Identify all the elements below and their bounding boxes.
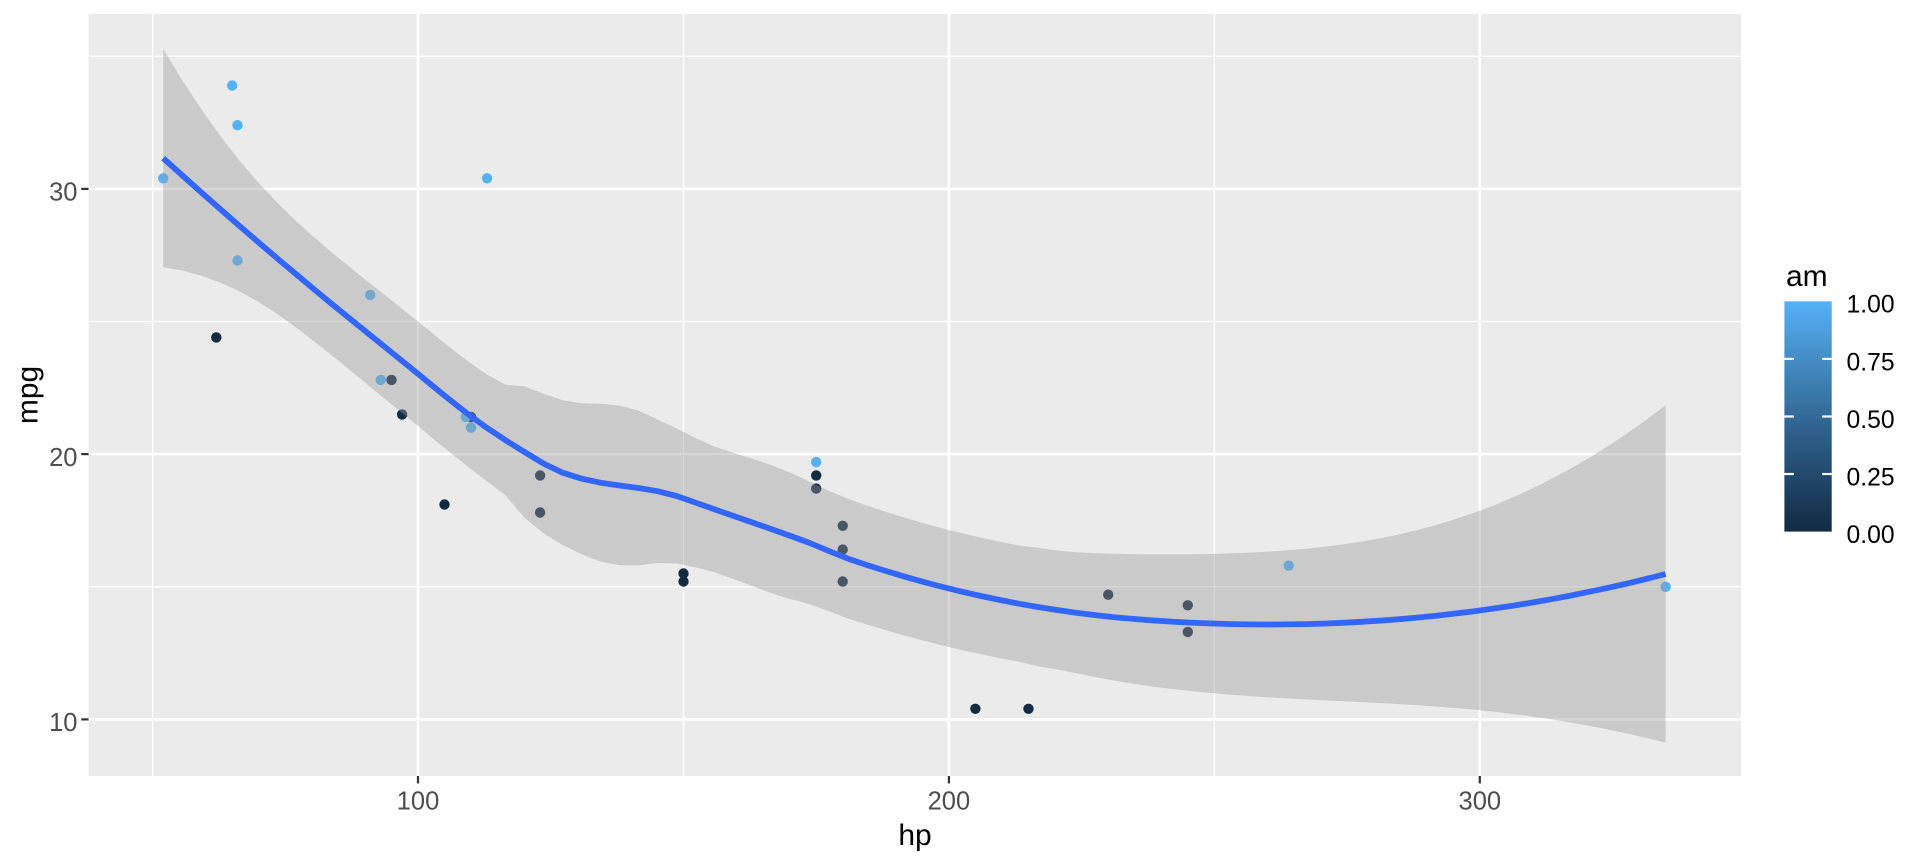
- svg-text:mpg: mpg: [12, 366, 45, 424]
- svg-text:am: am: [1786, 260, 1828, 293]
- svg-text:1.00: 1.00: [1847, 292, 1895, 319]
- svg-text:0.50: 0.50: [1847, 407, 1895, 434]
- svg-text:100: 100: [397, 788, 440, 816]
- svg-text:0.75: 0.75: [1847, 349, 1895, 376]
- svg-text:200: 200: [928, 788, 971, 816]
- svg-text:10: 10: [49, 709, 77, 737]
- svg-text:30: 30: [49, 179, 77, 207]
- svg-text:hp: hp: [898, 819, 931, 852]
- svg-text:20: 20: [49, 444, 77, 472]
- svg-text:0.00: 0.00: [1847, 522, 1895, 549]
- svg-text:0.25: 0.25: [1847, 464, 1895, 491]
- svg-text:300: 300: [1459, 788, 1502, 816]
